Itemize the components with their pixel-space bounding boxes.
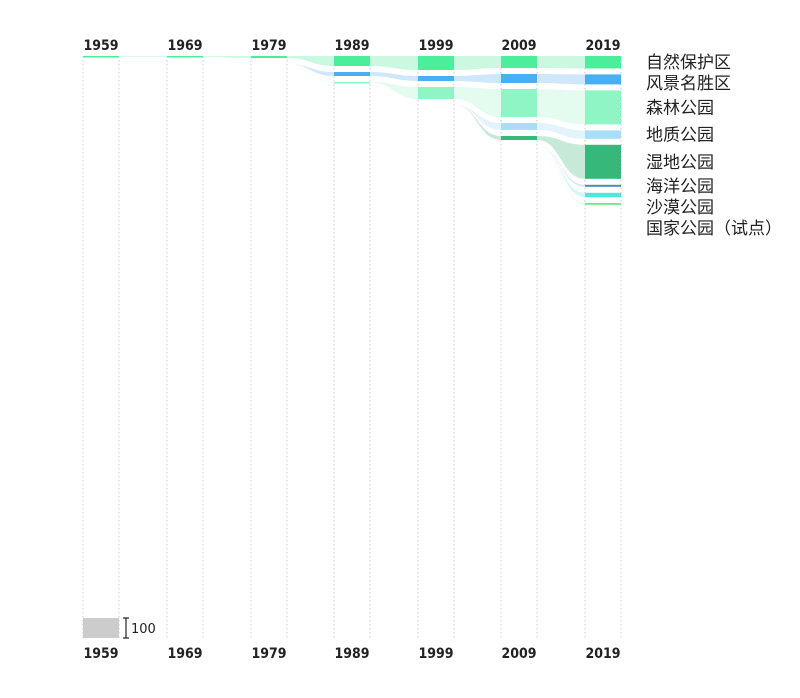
scale-bar xyxy=(83,618,119,638)
stacked-bars xyxy=(83,56,621,205)
bar-1-2009 xyxy=(501,74,537,83)
top-year-label-2009: 2009 xyxy=(501,38,536,54)
top-year-label-1989: 1989 xyxy=(334,38,369,54)
flow-1-1989-1999 xyxy=(370,72,418,81)
bottom-year-label-1979: 1979 xyxy=(251,646,286,662)
flow-2-2009-2019 xyxy=(537,89,585,125)
bar-0-1989 xyxy=(334,56,370,66)
flow-1-2009-2019 xyxy=(537,74,585,85)
bottom-year-label-1959: 1959 xyxy=(83,646,118,662)
bottom-year-label-1969: 1969 xyxy=(167,646,202,662)
flow-7-2009-2019 xyxy=(537,146,585,204)
flow-2-1979-1989 xyxy=(287,64,334,83)
flow-5-2009-2019 xyxy=(537,146,585,187)
bottom-year-label-1989: 1989 xyxy=(334,646,369,662)
flow-0-1979-1989 xyxy=(287,56,334,66)
flow-bands xyxy=(119,56,585,204)
flow-6-2009-2019 xyxy=(537,146,585,198)
bar-2-2009 xyxy=(501,89,537,117)
category-label-6: 沙漠公园 xyxy=(646,198,714,218)
bar-2-2019 xyxy=(585,90,621,125)
bar-0-1969 xyxy=(167,56,203,58)
bar-1-2019 xyxy=(585,74,621,85)
bottom-year-label-2019: 2019 xyxy=(585,646,620,662)
scale-value-label: 100 xyxy=(131,622,156,637)
bar-1-1989 xyxy=(334,72,370,76)
flow-0-1959-1969 xyxy=(119,56,167,57)
category-label-3: 地质公园 xyxy=(646,126,714,146)
bar-5-2019 xyxy=(585,184,621,187)
flow-3-1999-2009 xyxy=(454,105,501,130)
category-label-7: 国家公园（试点） xyxy=(646,219,782,239)
flow-1-1979-1989 xyxy=(287,64,334,76)
flow-4-2009-2019 xyxy=(537,136,585,179)
column-guides xyxy=(82,56,622,638)
top-year-label-1959: 1959 xyxy=(83,38,118,54)
bar-0-1999 xyxy=(418,56,454,70)
flow-0-1999-2009 xyxy=(454,56,501,70)
bar-7-2019 xyxy=(585,203,621,205)
bar-0-1979 xyxy=(251,56,287,58)
bar-3-2009 xyxy=(501,123,537,130)
top-year-labels: 1959 1969 1979 1989 1999 2009 2019 xyxy=(83,38,620,54)
top-year-label-1979: 1979 xyxy=(251,38,286,54)
top-year-label-2019: 2019 xyxy=(585,38,620,54)
bar-4-2019 xyxy=(585,144,621,179)
bottom-year-labels: 1959 1969 1979 1989 1999 2009 2019 xyxy=(83,646,620,662)
category-label-5: 海洋公园 xyxy=(646,177,714,197)
bar-1-1999 xyxy=(418,76,454,81)
bar-6-2019 xyxy=(585,192,621,198)
bottom-year-label-2009: 2009 xyxy=(501,646,536,662)
category-label-0: 自然保护区 xyxy=(646,53,731,73)
bottom-year-label-1999: 1999 xyxy=(418,646,453,662)
flow-0-1969-1979 xyxy=(203,56,251,58)
bar-0-2009 xyxy=(501,56,537,68)
category-label-1: 风景名胜区 xyxy=(646,74,731,94)
flow-3-2009-2019 xyxy=(537,123,585,139)
flow-0-2009-2019 xyxy=(537,56,585,69)
bar-3-2019 xyxy=(585,130,621,139)
bar-2-1989 xyxy=(334,82,370,84)
scale-legend: 100 xyxy=(83,617,156,639)
bar-0-1959 xyxy=(83,56,119,58)
flow-0-1989-1999 xyxy=(370,56,418,70)
flow-4-1999-2009 xyxy=(454,105,501,140)
flow-2-1989-1999 xyxy=(370,82,418,99)
category-label-4: 湿地公园 xyxy=(646,153,714,173)
bar-0-2019 xyxy=(585,56,621,69)
top-year-label-1999: 1999 xyxy=(418,38,453,54)
bar-4-2009 xyxy=(501,136,537,140)
top-year-label-1969: 1969 xyxy=(167,38,202,54)
flow-2-1999-2009 xyxy=(454,87,501,117)
bar-2-1999 xyxy=(418,87,454,99)
category-label-2: 森林公园 xyxy=(646,98,714,118)
flow-1-1999-2009 xyxy=(454,74,501,83)
